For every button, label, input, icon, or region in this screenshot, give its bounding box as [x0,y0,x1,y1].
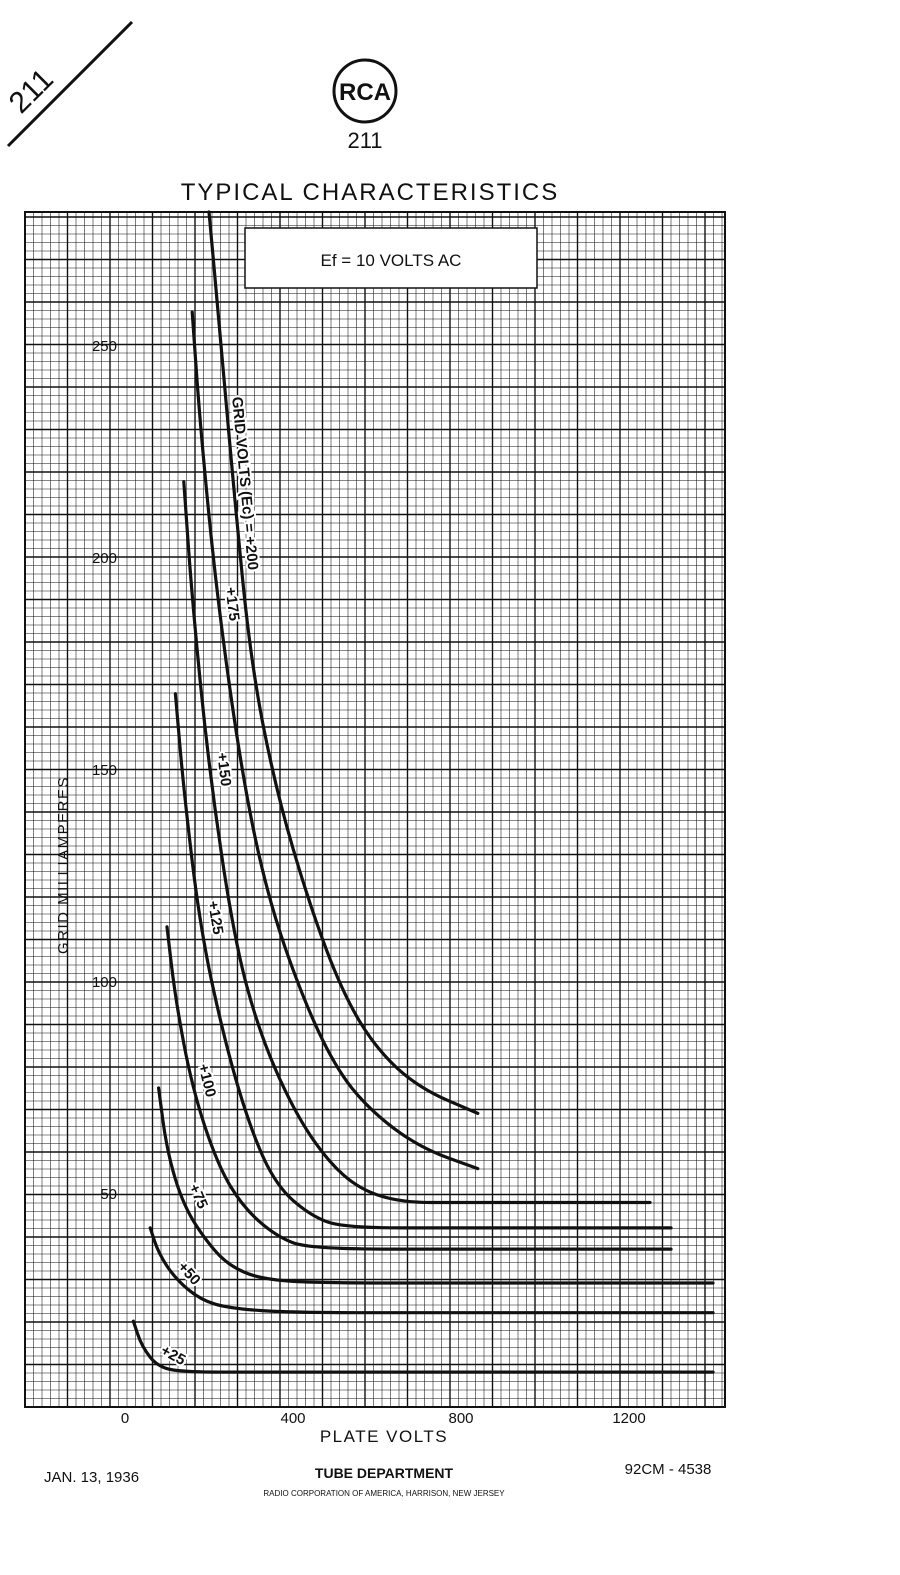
y-axis-tick-labels: 50 100 150 200 250 [92,338,117,1203]
x-axis-tick-labels: 0 400 800 1200 [121,1410,646,1427]
curve-plus25 [131,1319,715,1374]
y-tick-label: 100 [92,974,117,991]
curve-plus200 [207,210,480,1115]
curve-plus175 [190,310,480,1171]
curve-plus150 [182,480,652,1205]
footer-date: JAN. 13, 1936 [44,1469,139,1486]
footer-department: TUBE DEPARTMENT [315,1465,454,1481]
y-tick-label: 200 [92,550,117,567]
y-tick-label: 250 [92,338,117,355]
curve-plus50 [148,1226,715,1315]
curve-group [131,210,715,1374]
plot-frame [24,211,726,1408]
condition-box: Ef = 10 VOLTS AC [244,227,538,289]
curve-plus125 [173,692,673,1230]
x-tick-label: 400 [280,1410,305,1427]
condition-text: Ef = 10 VOLTS AC [321,251,462,270]
y-axis-label: GRID MILLIAMPERES [55,776,72,954]
curve-plus75 [157,1086,715,1285]
rca-logo-text: RCA [339,79,391,106]
tube-number: 211 [347,128,382,153]
y-tick-label: 50 [100,1186,117,1203]
x-axis-label: PLATE VOLTS [320,1427,448,1446]
x-tick-label: 800 [448,1410,473,1427]
corner-mark: 211 [3,20,134,148]
x-tick-label: 0 [121,1410,129,1427]
corner-label: 211 [3,63,60,120]
drawing-number: 92CM - 4538 [625,1461,712,1478]
footer-company: RADIO CORPORATION OF AMERICA, HARRISON, … [263,1489,505,1498]
curve-plus100 [165,925,673,1251]
chart-title: TYPICAL CHARACTERISTICS [181,179,560,206]
rca-logo: RCA [332,58,398,124]
x-tick-label: 1200 [612,1410,645,1427]
y-tick-label: 150 [92,762,117,779]
grid-lines [25,212,725,1407]
